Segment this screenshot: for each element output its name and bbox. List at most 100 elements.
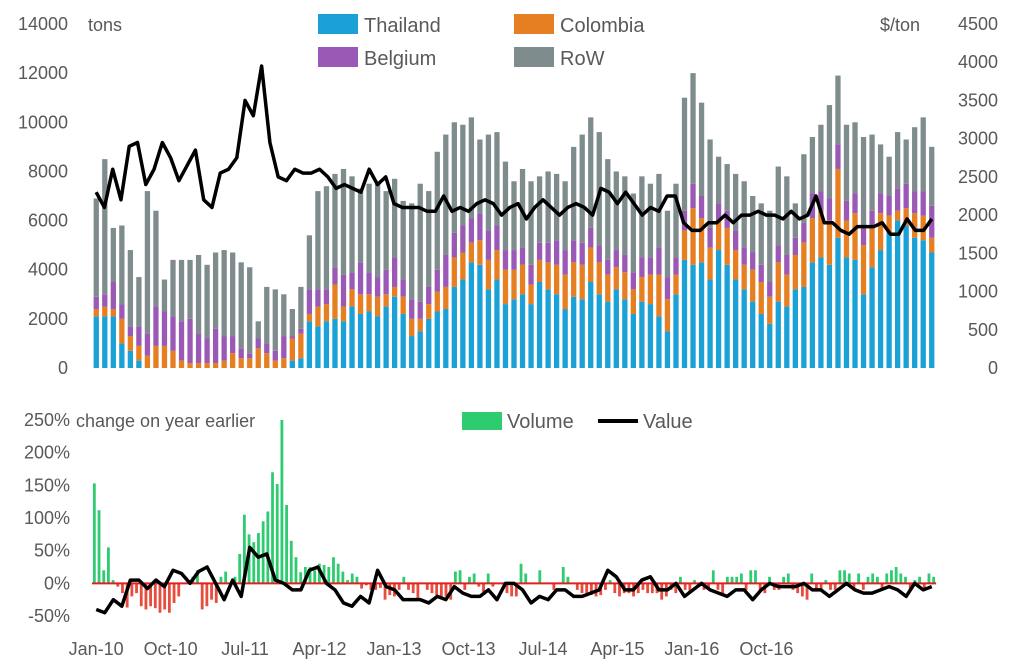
bar-row bbox=[886, 156, 892, 196]
bar-volume-change bbox=[861, 583, 865, 590]
bottom-tick-label: -50% bbox=[28, 606, 70, 626]
bar-volume-change bbox=[271, 472, 274, 584]
bar-colombia bbox=[502, 269, 509, 305]
bar-belgium bbox=[835, 144, 841, 169]
bar-colombia bbox=[605, 274, 611, 302]
bar-colombia bbox=[195, 363, 202, 368]
bar-belgium bbox=[374, 277, 381, 297]
left-tick-label: 2000 bbox=[28, 309, 68, 329]
bar-colombia bbox=[511, 269, 517, 300]
bar-thailand bbox=[596, 294, 602, 368]
bar-row bbox=[835, 75, 841, 145]
bar-row bbox=[204, 264, 210, 339]
bar-volume-change bbox=[369, 583, 373, 590]
bar-thailand bbox=[306, 321, 313, 368]
bar-volume-change bbox=[313, 570, 317, 584]
bar-belgium bbox=[886, 196, 892, 216]
bar-row bbox=[349, 176, 355, 273]
bar-row bbox=[230, 252, 236, 337]
bar-row bbox=[647, 183, 654, 258]
bar-row bbox=[877, 144, 884, 194]
bar-thailand bbox=[315, 326, 321, 368]
bar-thailand bbox=[588, 282, 594, 368]
bar-thailand bbox=[127, 350, 134, 368]
bar-volume-change bbox=[111, 580, 115, 584]
bar-volume-change bbox=[725, 576, 729, 584]
bar-volume-change bbox=[139, 583, 143, 607]
bar-thailand bbox=[843, 257, 850, 368]
bar-thailand bbox=[724, 264, 730, 368]
bar-volume-change bbox=[196, 570, 199, 584]
bar-volume-change bbox=[397, 583, 401, 590]
bottom-tick-label: 0% bbox=[44, 573, 70, 593]
bar-colombia bbox=[826, 220, 833, 265]
bar-colombia bbox=[349, 289, 355, 307]
bar-belgium bbox=[434, 269, 440, 292]
right-tick-label: 2500 bbox=[958, 167, 998, 187]
bar-belgium bbox=[102, 294, 108, 307]
bar-colombia bbox=[912, 213, 918, 238]
bar-belgium bbox=[230, 336, 236, 354]
bar-volume-change bbox=[261, 521, 265, 584]
bar-volume-change bbox=[435, 583, 439, 596]
bar-thailand bbox=[340, 321, 347, 368]
bar-volume-change bbox=[852, 583, 856, 590]
bar-colombia bbox=[519, 264, 526, 295]
bar-row bbox=[673, 183, 679, 258]
bar-volume-change bbox=[402, 576, 406, 584]
bar-volume-change bbox=[510, 583, 514, 597]
bar-volume-change bbox=[350, 573, 354, 584]
bar-row bbox=[144, 191, 151, 334]
bar-volume-change bbox=[477, 583, 481, 587]
bar-row bbox=[750, 196, 756, 253]
bar-volume-change bbox=[205, 583, 209, 607]
bar-row bbox=[553, 173, 560, 241]
bar-thailand bbox=[409, 336, 415, 368]
bar-colombia bbox=[323, 304, 330, 322]
bar-row bbox=[323, 186, 330, 290]
bar-row bbox=[630, 193, 636, 273]
bar-colombia bbox=[170, 350, 176, 368]
bar-thailand bbox=[647, 304, 654, 368]
bar-row bbox=[238, 262, 244, 349]
bar-belgium bbox=[818, 191, 824, 211]
bar-thailand bbox=[690, 264, 696, 368]
bar-volume-change bbox=[299, 572, 303, 584]
bar-row bbox=[715, 156, 722, 204]
bar-volume-change bbox=[468, 576, 471, 584]
bar-row bbox=[272, 289, 278, 351]
bar-thailand bbox=[733, 279, 739, 368]
bar-thailand bbox=[485, 289, 492, 368]
bar-volume-change bbox=[650, 583, 654, 594]
bar-belgium bbox=[357, 262, 364, 295]
bar-belgium bbox=[366, 272, 372, 295]
bar-thailand bbox=[877, 250, 884, 368]
bar-row bbox=[264, 286, 270, 344]
bar-volume-change bbox=[102, 570, 106, 584]
bar-volume-change bbox=[875, 576, 879, 584]
bar-volume-change bbox=[566, 576, 570, 584]
bar-thailand bbox=[477, 264, 483, 368]
bar-thailand bbox=[502, 304, 509, 368]
bar-row bbox=[102, 159, 108, 295]
bar-belgium bbox=[775, 245, 781, 263]
bar-belgium bbox=[119, 304, 125, 319]
bar-colombia bbox=[426, 304, 432, 319]
bar-volume-change bbox=[430, 583, 434, 594]
legend-swatch-volume bbox=[462, 412, 502, 430]
bar-volume-change bbox=[768, 576, 771, 584]
bar-row bbox=[417, 183, 423, 302]
bar-colombia bbox=[664, 299, 671, 332]
bar-colombia bbox=[409, 318, 415, 337]
bar-thailand bbox=[519, 294, 526, 368]
bar-row bbox=[809, 137, 816, 194]
bar-colombia bbox=[715, 220, 722, 251]
bar-belgium bbox=[894, 188, 901, 211]
bar-colombia bbox=[741, 264, 747, 290]
bar-volume-change bbox=[383, 583, 387, 600]
bar-belgium bbox=[536, 242, 543, 260]
bar-volume-change bbox=[693, 580, 696, 584]
bar-colombia bbox=[298, 333, 304, 359]
x-tick-label: Jul-14 bbox=[518, 639, 567, 659]
bar-thailand bbox=[639, 301, 645, 368]
